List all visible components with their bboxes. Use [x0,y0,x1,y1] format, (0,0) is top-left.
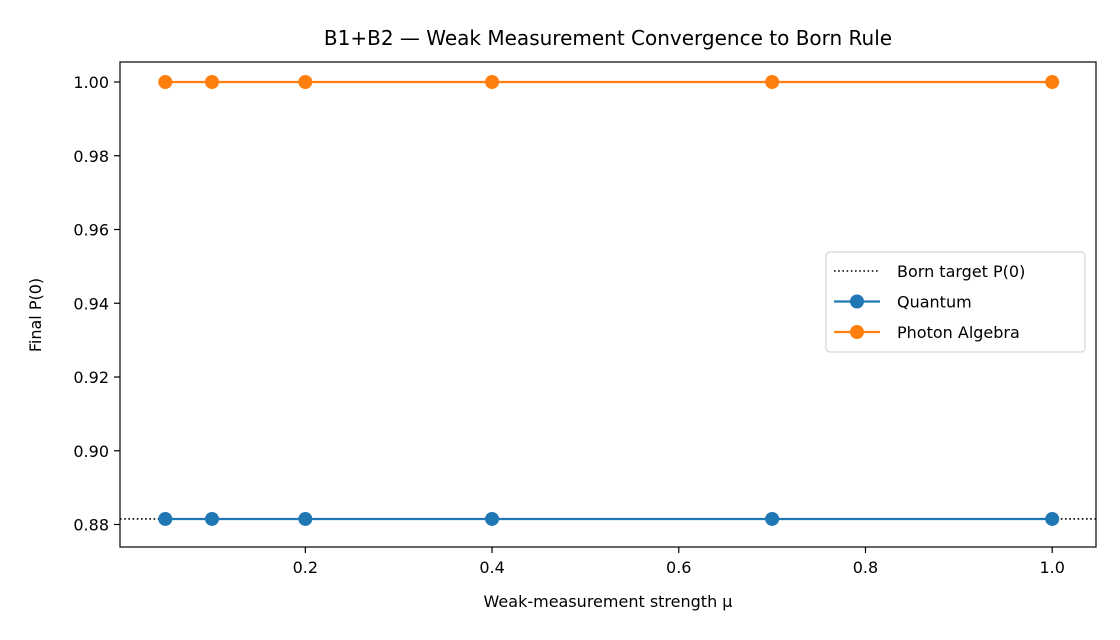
legend-label-born-target-p-0: Born target P(0) [897,262,1025,281]
x-tick-label: 0.8 [853,558,878,577]
data-point-photon-algebra [204,75,219,89]
data-point-quantum [158,511,173,526]
data-point-photon-algebra [298,75,313,89]
y-tick-label: 0.98 [73,147,109,166]
data-point-quantum [1045,511,1060,526]
y-axis-label: Final P(0) [26,278,45,352]
legend: Born target P(0) Quantum Photon Algebra [825,251,1086,353]
y-tick-label: 0.94 [73,294,109,313]
y-tick-label: 1.00 [73,73,109,92]
chart-title: B1+B2 — Weak Measurement Convergence to … [324,26,892,50]
data-point-quantum [204,511,219,526]
y-tick-label: 0.90 [73,442,109,461]
x-tick-label: 0.4 [479,558,504,577]
data-point-quantum [298,511,313,526]
data-point-photon-algebra [158,75,173,89]
legend-label-photon-algebra: Photon Algebra [897,323,1020,342]
plot-area: 0.2 0.4 0.6 0.8 1.0 0.88 0.90 0.92 0.94 0.96 0.98 1… [73,61,1097,577]
x-axis-label: Weak-measurement strength μ [484,592,733,611]
data-point-quantum [485,511,500,526]
legend-label-quantum: Quantum [897,293,972,312]
data-point-photon-algebra [485,75,500,89]
y-tick-label: 0.96 [73,221,109,240]
data-point-photon-algebra [1045,75,1060,89]
legend-marker-quantum [850,294,864,309]
x-tick-label: 1.0 [1039,558,1064,577]
x-tick-label: 0.6 [666,558,691,577]
y-tick-label: 0.88 [73,516,109,535]
x-tick-label: 0.2 [293,558,318,577]
data-point-photon-algebra [765,75,780,89]
legend-marker-photon-algebra [850,325,864,339]
y-tick-label: 0.92 [73,368,109,387]
data-point-quantum [765,511,780,526]
legend-box [825,251,1086,353]
axes-frame [119,61,1097,548]
